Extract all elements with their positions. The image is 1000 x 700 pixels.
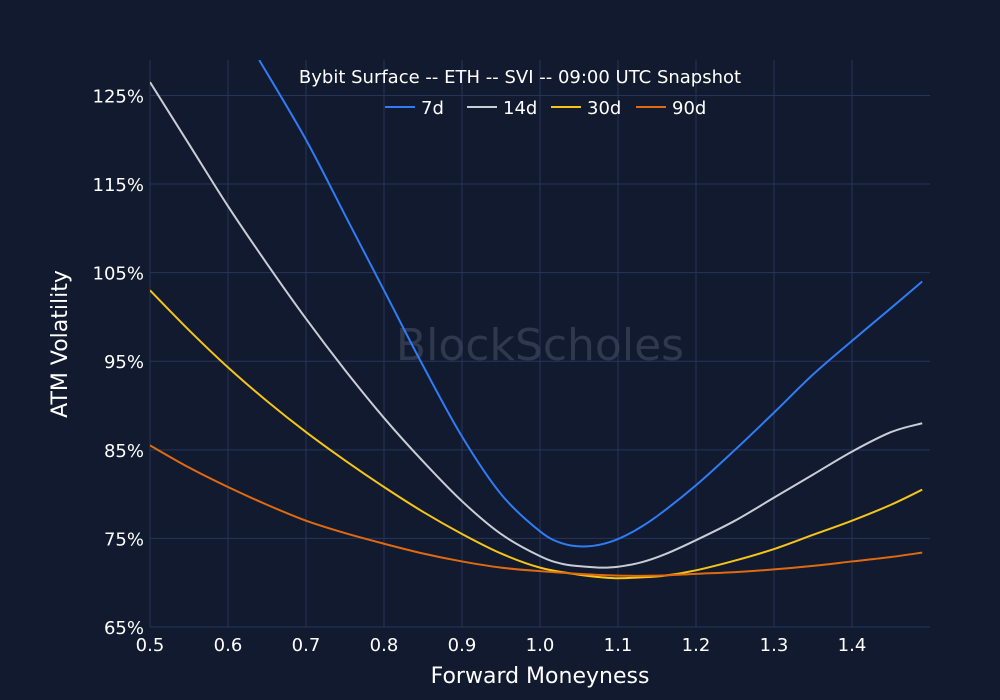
y-tick-label: 95%	[104, 352, 144, 373]
legend-label: 7d	[421, 98, 444, 119]
y-tick-label: 75%	[104, 529, 144, 550]
legend-item-30d[interactable]: 30d	[551, 98, 621, 119]
x-tick-label: 1.0	[526, 635, 555, 656]
legend-label: 14d	[503, 98, 537, 119]
x-tick-label: 1.2	[682, 635, 711, 656]
y-axis-title: ATM Volatility	[48, 270, 73, 418]
y-tick-label: 65%	[104, 618, 144, 639]
x-tick-label: 0.8	[370, 635, 399, 656]
x-axis-title: Forward Moneyness	[431, 664, 650, 689]
legend-item-14d[interactable]: 14d	[467, 98, 537, 119]
x-tick-label: 0.5	[136, 635, 165, 656]
y-tick-label: 125%	[93, 86, 144, 107]
x-tick-label: 0.9	[448, 635, 477, 656]
legend-label: 90d	[672, 98, 706, 119]
y-tick-label: 115%	[93, 175, 144, 196]
x-axis-ticks: 0.5 0.6 0.7 0.8 0.9 1.0 1.1 1.2 1.3 1.4	[136, 635, 867, 656]
legend-label: 30d	[587, 98, 621, 119]
series-lines	[150, 60, 923, 580]
series-line-7d	[258, 60, 923, 548]
x-tick-label: 1.4	[838, 635, 867, 656]
y-tick-label: 85%	[104, 441, 144, 462]
series-line-14d	[150, 81, 923, 569]
x-tick-label: 1.3	[760, 635, 789, 656]
x-tick-label: 0.7	[292, 635, 321, 656]
y-axis-ticks: 65% 75% 85% 95% 105% 115% 125%	[93, 86, 144, 639]
watermark: BlockScholes	[396, 320, 684, 371]
legend-item-7d[interactable]: 7d	[385, 98, 444, 119]
x-tick-label: 0.6	[214, 635, 243, 656]
series-line-90d	[150, 444, 923, 577]
grid	[149, 60, 930, 628]
legend-item-90d[interactable]: 90d	[636, 98, 706, 119]
legend: 7d 14d 30d 90d	[385, 98, 706, 119]
chart-title: Bybit Surface -- ETH -- SVI -- 09:00 UTC…	[299, 67, 741, 88]
y-tick-label: 105%	[93, 264, 144, 285]
x-tick-label: 1.1	[604, 635, 633, 656]
